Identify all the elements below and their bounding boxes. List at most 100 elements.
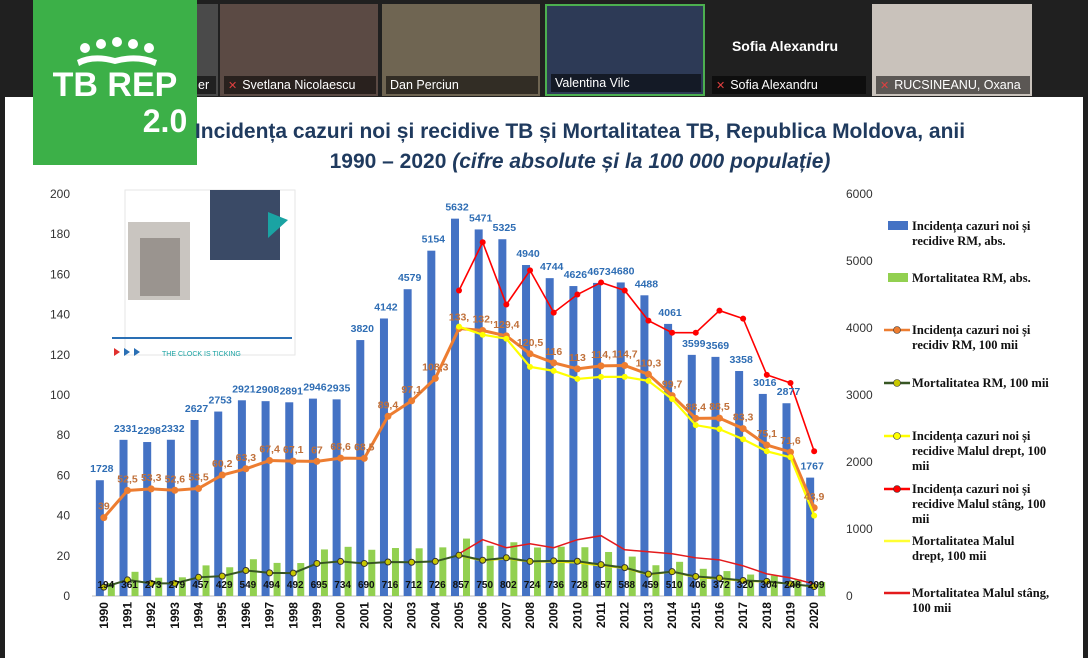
bar-incidence-abs	[640, 295, 649, 596]
bar-mortality-abs	[818, 581, 826, 596]
incidence-right-bank-point	[574, 375, 581, 382]
mortality-rm-100k-point	[526, 557, 534, 565]
data-label-mortality-abs: 690	[358, 580, 375, 591]
x-tick-label: 1996	[239, 602, 253, 629]
incidence-rm-100k-point	[242, 465, 250, 473]
bar-mortality-abs	[628, 556, 636, 596]
data-label-incidence-100k: 71,6	[780, 435, 801, 447]
participant-tile[interactable]: ✕ Sofia Alexandru	[708, 4, 868, 96]
data-label-mortality-abs: 372	[713, 580, 730, 591]
data-label-incidence-abs: 4061	[658, 307, 682, 319]
bar-incidence-abs	[237, 400, 246, 596]
y-right-tick-label: 3000	[846, 388, 873, 402]
data-label-mortality-abs: 494	[263, 580, 280, 591]
x-tick-label: 1997	[263, 602, 277, 629]
incidence-rm-100k-point	[739, 425, 747, 433]
bar-mortality-abs	[605, 551, 613, 596]
incidence-rm-100k-point	[171, 486, 179, 494]
logo-line1: TB REP	[53, 66, 178, 104]
incidence-left-bank-point	[763, 371, 770, 378]
bar-incidence-abs	[143, 442, 152, 596]
incidence-left-bank-point	[787, 379, 794, 386]
participant-tile[interactable]: ✕ Svetlana Nicolaescu	[220, 4, 378, 96]
legend-entry-label: Mortalitatea RM, abs.	[912, 271, 1031, 285]
incidence-right-bank-point	[787, 454, 794, 461]
participant-tile[interactable]: Dan Perciun	[382, 4, 540, 96]
data-label-incidence-abs: 4673	[587, 266, 611, 278]
bar-incidence-abs	[166, 439, 175, 596]
bar-incidence-abs	[95, 480, 104, 596]
mortality-rm-100k-point	[266, 569, 274, 577]
data-label-incidence-100k: 114,	[591, 349, 611, 361]
mortality-rm-100k-point	[715, 574, 723, 582]
incidence-rm-100k-point	[266, 457, 274, 465]
data-label-incidence-100k: 52,6	[165, 473, 186, 485]
incidence-right-bank-point	[527, 363, 534, 370]
bar-incidence-abs	[687, 354, 696, 596]
bar-incidence-abs	[332, 399, 341, 596]
data-label-incidence-100k: 89,4	[378, 399, 399, 411]
participant-tile[interactable]: ✕ RUCSINEANU, Oxana	[872, 4, 1032, 96]
mortality-rm-100k-point	[644, 570, 652, 578]
data-label-mortality-abs: 194	[97, 580, 114, 591]
svg-text:THE CLOCK IS TICKING: THE CLOCK IS TICKING	[162, 351, 241, 358]
bar-mortality-abs	[131, 571, 139, 596]
bar-incidence-abs	[379, 318, 388, 596]
data-label-incidence-100k: 39	[98, 501, 110, 513]
legend-entry-label: recidiv RM, 100 mii	[912, 338, 1019, 352]
data-label-incidence-abs: 2891	[280, 385, 304, 397]
bar-mortality-abs	[320, 549, 328, 596]
legend-entry-label: drept, 100 mii	[912, 549, 987, 563]
incidence-left-bank-point	[740, 315, 747, 322]
bar-incidence-abs	[451, 218, 459, 596]
data-label-incidence-100k: 99,7	[662, 379, 683, 391]
x-tick-label: 2003	[405, 602, 419, 629]
data-label-incidence-abs: 5632	[445, 202, 469, 214]
participant-name: Valentina Vilc	[551, 74, 701, 92]
incidence-right-bank-point	[621, 373, 628, 380]
bar-incidence-abs	[782, 403, 791, 596]
legend-entry-label: recidive Malul stâng, 100	[912, 497, 1046, 511]
bar-mortality-abs	[178, 577, 186, 596]
mortality-rm-100k-point	[408, 558, 416, 566]
y-left-tick-label: 20	[57, 549, 71, 563]
data-label-incidence-100k: 68,6	[330, 441, 351, 453]
legend-entry-label: Mortalitatea RM, 100 mii	[912, 376, 1049, 390]
data-label-mortality-abs: 510	[666, 580, 683, 591]
incidence-right-bank-point	[692, 422, 699, 429]
x-tick-label: 1995	[215, 602, 229, 629]
bar-mortality-abs	[226, 567, 234, 596]
bar-incidence-abs	[806, 477, 815, 596]
y-right-tick-label: 1000	[846, 522, 873, 536]
incidence-right-bank-point	[669, 396, 676, 403]
data-label-incidence-abs: 2331	[114, 423, 138, 435]
mic-muted-icon: ✕	[228, 80, 238, 92]
legend-swatch-bar	[888, 273, 908, 282]
x-tick-label: 2001	[357, 602, 371, 629]
incidence-right-bank-point	[811, 512, 818, 519]
data-label-incidence-abs: 2753	[209, 395, 233, 407]
bar-mortality-abs	[415, 548, 423, 596]
participant-tile-active[interactable]: Valentina Vilc	[545, 4, 705, 96]
incidence-right-bank-point	[763, 448, 770, 455]
bar-incidence-abs	[474, 229, 483, 596]
mortality-rm-100k-point	[289, 569, 297, 577]
incidence-left-bank-point	[598, 279, 605, 286]
data-label-incidence-abs: 3820	[351, 323, 375, 335]
bar-mortality-abs	[747, 574, 755, 596]
incidence-left-bank-point	[692, 329, 699, 336]
data-label-mortality-abs: 750	[476, 580, 493, 591]
mortality-rm-100k-point	[479, 556, 487, 564]
x-tick-label: 2018	[760, 602, 774, 629]
x-tick-label: 1992	[144, 602, 158, 629]
mortality-left-bank-line	[458, 534, 815, 585]
data-label-mortality-abs: 209	[808, 580, 825, 591]
legend-entry-label: mii	[912, 459, 930, 473]
legend-entry-label: mii	[912, 512, 930, 526]
x-tick-label: 1993	[168, 602, 182, 629]
y-left-tick-label: 180	[50, 227, 70, 241]
mortality-rm-100k-point	[455, 551, 463, 559]
data-label-incidence-abs: 2298	[138, 425, 162, 437]
mortality-rm-100k-point	[786, 580, 794, 588]
